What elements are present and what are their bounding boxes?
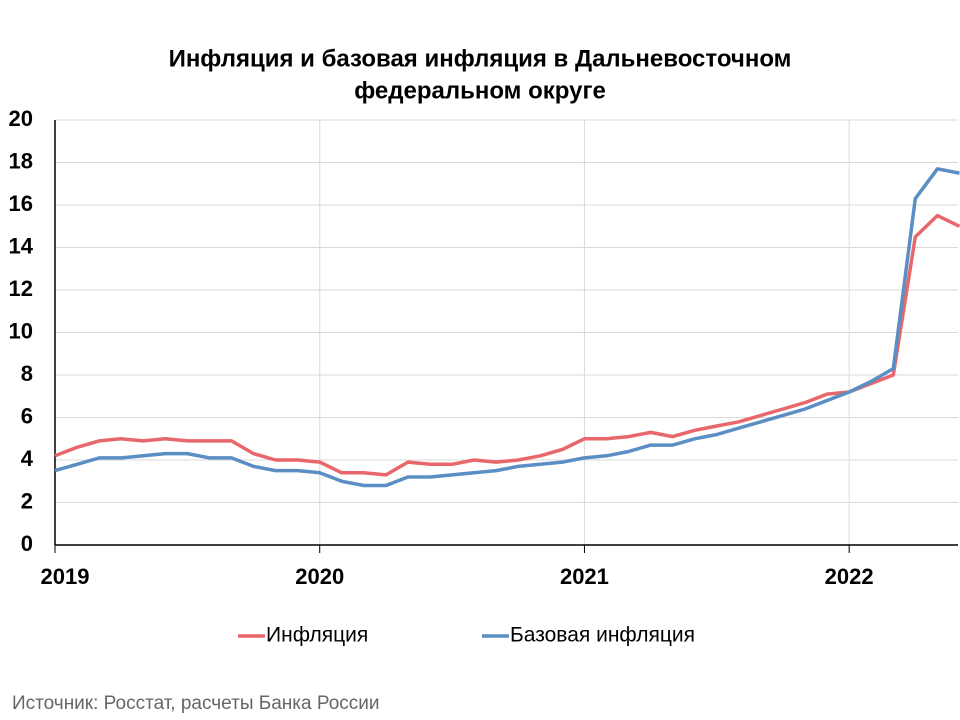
legend-label: Инфляция [266, 624, 368, 647]
x-tick-label: 2021 [560, 564, 609, 589]
chart-title: федеральном округе [354, 77, 606, 104]
x-tick-label: 2020 [295, 564, 344, 589]
chart-title: Инфляция и базовая инфляция в Дальневост… [169, 45, 792, 72]
series-line [54, 213, 960, 477]
y-tick-label: 10 [9, 318, 33, 343]
y-tick-label: 12 [9, 276, 33, 301]
y-tick-label: 20 [9, 106, 33, 131]
y-tick-label: 16 [9, 191, 33, 216]
legend-label: Базовая инфляция [510, 624, 695, 647]
y-tick-label: 14 [9, 233, 34, 258]
y-tick-label: 4 [21, 446, 34, 471]
series-line [54, 167, 960, 488]
y-tick-label: 8 [21, 361, 33, 386]
y-tick-label: 18 [9, 148, 33, 173]
y-tick-label: 2 [21, 488, 33, 513]
x-tick-label: 2022 [825, 564, 874, 589]
source-note: Источник: Росстат, расчеты Банка России [12, 693, 380, 714]
x-tick-label: 2019 [41, 564, 90, 589]
y-tick-label: 6 [21, 403, 33, 428]
y-tick-label: 0 [21, 531, 33, 556]
